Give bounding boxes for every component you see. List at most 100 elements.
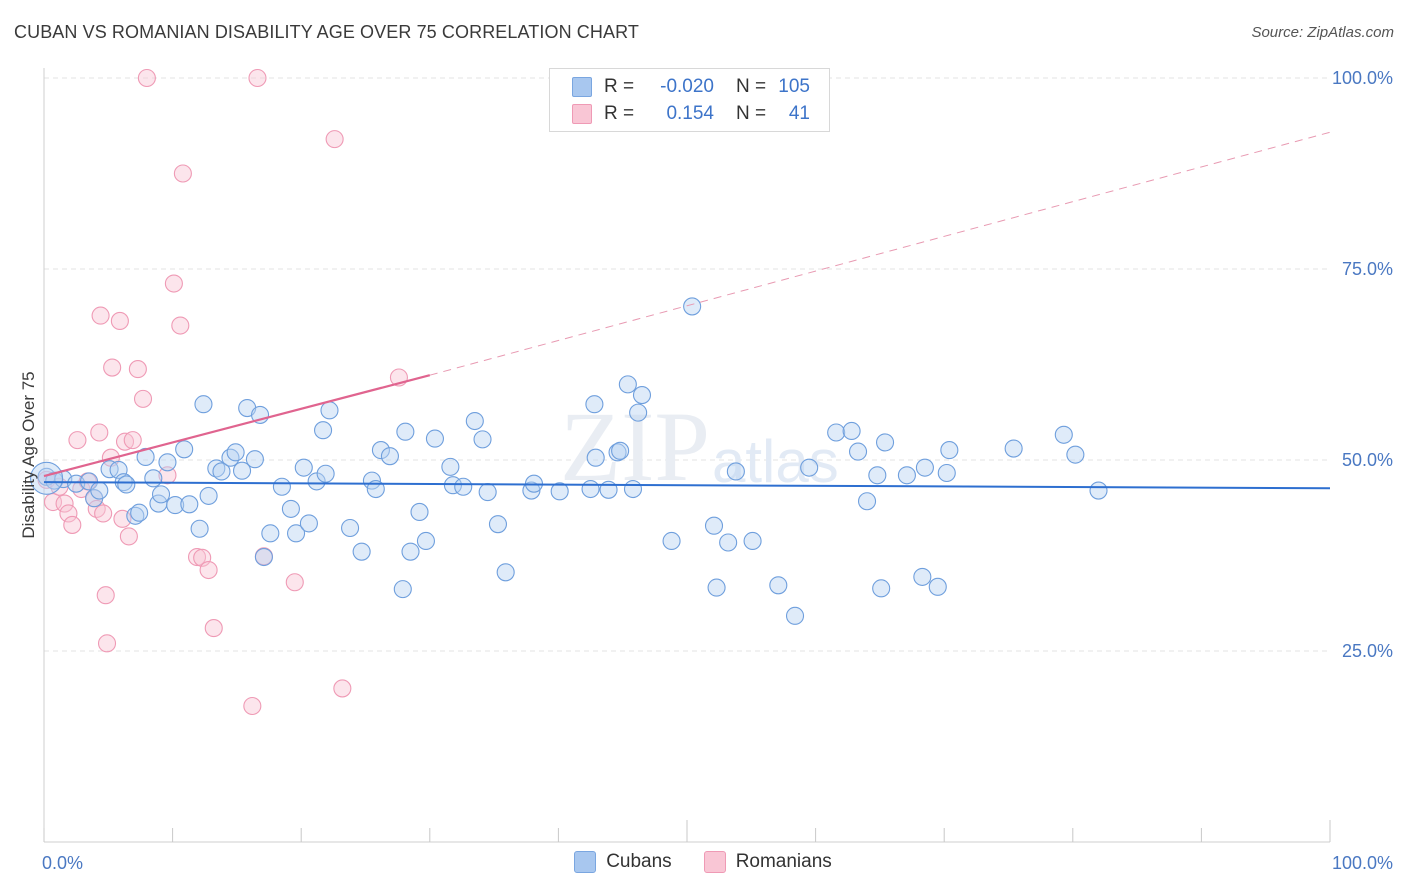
- y-axis-title: Disability Age Over 75: [19, 371, 38, 538]
- trend-lines: [43, 131, 1331, 490]
- romanian-point: [164, 274, 183, 293]
- x-tick-label-min: 0.0%: [42, 853, 83, 873]
- cuban-point: [704, 516, 724, 535]
- cuban-point: [1089, 481, 1108, 500]
- cuban-point: [212, 462, 231, 481]
- cuban-point: [586, 448, 605, 467]
- cuban-point: [441, 457, 460, 476]
- cuban-point: [473, 430, 492, 449]
- cubans-points: [30, 297, 1108, 625]
- romanian-point: [68, 431, 87, 450]
- legend-n-value: 105: [778, 76, 810, 97]
- chart-title: CUBAN VS ROMANIAN DISABILITY AGE OVER 75…: [14, 22, 639, 42]
- cuban-point: [401, 542, 420, 561]
- romanian-point: [187, 547, 207, 567]
- cuban-point: [287, 524, 306, 543]
- cuban-point: [726, 462, 745, 481]
- cuban-point: [611, 441, 630, 460]
- cuban-point: [937, 463, 956, 483]
- cuban-point: [221, 448, 240, 467]
- legend-r-value: -0.020: [660, 76, 714, 97]
- cuban-point: [261, 524, 280, 543]
- cuban-point: [362, 471, 381, 490]
- romanian-point: [171, 316, 190, 335]
- legend-row-cubans: R = -0.020 N = 105: [572, 75, 810, 99]
- axes: [43, 68, 1331, 843]
- cuban-point: [425, 429, 444, 448]
- cuban-point: [719, 533, 738, 552]
- cuban-point: [245, 450, 264, 469]
- cuban-point: [827, 423, 846, 442]
- y-tick-label: 50.0%: [1342, 450, 1393, 470]
- cuban-point: [380, 447, 399, 466]
- cuban-point: [800, 458, 819, 477]
- watermark: ZIP: [560, 391, 710, 502]
- legend-row-romanians: R = 0.154 N = 41: [572, 102, 810, 126]
- cuban-point: [743, 531, 762, 551]
- romanian-point: [87, 499, 106, 518]
- cuban-point: [207, 459, 226, 478]
- cuban-point: [281, 499, 300, 518]
- romanian-point: [110, 311, 129, 331]
- source-label: Source: ZipAtlas.com: [1251, 24, 1394, 41]
- romanian-point: [96, 586, 115, 605]
- legend-n-label: N =: [736, 103, 767, 124]
- cuban-point: [117, 475, 136, 494]
- cuban-point: [194, 395, 213, 414]
- cuban-point: [478, 483, 497, 502]
- cuban-point: [371, 441, 390, 460]
- cuban-point: [393, 580, 412, 599]
- cuban-point: [158, 453, 177, 472]
- cuban-point: [314, 421, 333, 440]
- romanian-point: [248, 68, 267, 88]
- romanian-point: [285, 573, 304, 592]
- romanian-point: [91, 306, 110, 325]
- cuban-point: [632, 386, 652, 405]
- cuban-point: [940, 441, 959, 460]
- cuban-point: [785, 606, 805, 625]
- cuban-point: [848, 442, 868, 461]
- romanians-legend-swatch: [703, 851, 726, 873]
- romanian-point: [115, 432, 135, 451]
- cuban-point: [294, 458, 313, 477]
- cuban-point: [857, 492, 877, 511]
- cuban-point: [550, 482, 569, 501]
- cuban-point: [769, 576, 788, 595]
- romanian-point: [63, 515, 82, 534]
- romanians-points: [37, 68, 408, 716]
- cuban-point: [199, 486, 218, 505]
- legend-item-cubans[interactable]: Cubans: [574, 851, 672, 873]
- cuban-point: [897, 466, 916, 485]
- legend-item-romanians[interactable]: Romanians: [703, 851, 832, 873]
- romanian-point: [199, 560, 218, 580]
- cubans-trend-line: [43, 481, 1331, 490]
- romanian-point: [94, 504, 113, 523]
- legend-n-value: 41: [788, 103, 810, 124]
- cuban-point: [1066, 445, 1085, 464]
- cuban-point: [496, 563, 515, 582]
- cuban-point: [707, 578, 726, 597]
- cuban-point: [144, 469, 163, 488]
- cuban-point: [226, 443, 245, 462]
- romanian-point: [325, 130, 344, 149]
- cuban-point: [454, 477, 473, 496]
- x-tick-label-max: 100.0%: [1332, 853, 1393, 873]
- cuban-point: [868, 466, 887, 485]
- cuban-point: [232, 461, 252, 480]
- legend-label-romanians: Romanians: [735, 851, 832, 872]
- cuban-point: [683, 297, 702, 316]
- tick-labels: 100.0% 75.0% 50.0% 25.0% 0.0% 100.0%: [42, 68, 1393, 873]
- romanians-swatch: [572, 104, 592, 124]
- cuban-point: [662, 531, 681, 551]
- cuban-point: [585, 395, 604, 414]
- legend-box: R = -0.020 N = 105 R = 0.154 N = 41: [549, 68, 830, 132]
- cuban-point: [623, 479, 643, 499]
- cuban-cluster-point: [30, 461, 64, 495]
- romanian-point: [72, 479, 91, 499]
- cuban-point: [316, 464, 335, 483]
- y-tick-label: 25.0%: [1342, 641, 1393, 661]
- cuban-point: [254, 547, 273, 567]
- romanian-point: [119, 527, 138, 546]
- cuban-point: [928, 577, 947, 596]
- cuban-point: [190, 519, 209, 538]
